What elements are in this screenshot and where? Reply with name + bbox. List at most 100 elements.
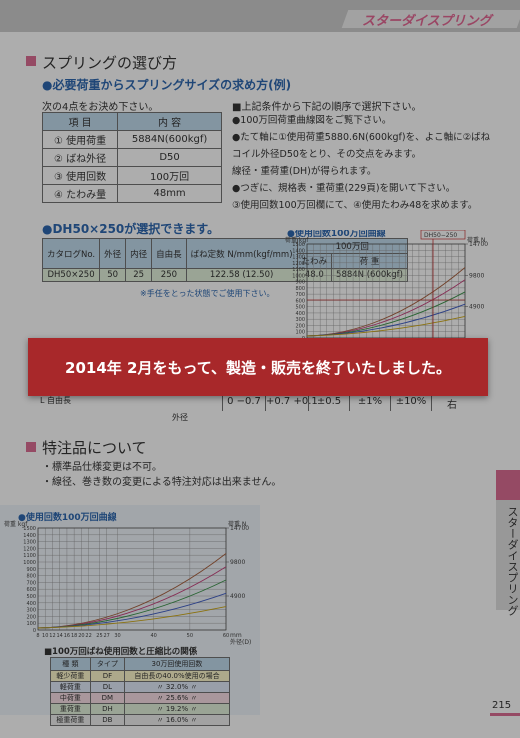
y-tick-label: 1500 [23,526,36,532]
header-cell: ばね定数 N/mm(kgf/mm) [185,238,298,269]
header-cell: タイプ [89,657,125,671]
chart-title: ●使用回数100万回曲線 [287,230,386,239]
line: ・標準品仕様変更は不可。 [42,462,162,473]
curve [37,606,227,629]
y-label: 荷重 kgf [285,236,309,244]
y-tick-label: 700 [295,292,305,298]
header-cell: 外径 [99,238,127,269]
callout-box [420,230,466,240]
table3-title: ■100万回ばね使用回数と圧縮比の関係 [44,647,198,657]
y2-label: 荷重 N [467,236,485,244]
tol-cell: ±10% [390,396,431,411]
brand: スターダイスプリング [362,14,492,29]
y-tick-label: 1400 [23,533,36,539]
steps: ●100万回荷重曲線図をご覧下さい。 ●たて軸に①使用荷重5880.6N(600k… [232,112,490,214]
x-tick-label: 60 [223,633,229,639]
step: コイル外径D50をとり、その交点をみます。 [232,149,422,160]
cell: 25 [125,268,153,282]
y-tick-label: 700 [26,580,36,586]
callout: DH50−250 [424,232,457,239]
tol-cell: 0 −0.7 [222,396,265,411]
intro: 次の4点をお決め下さい。 [42,102,159,113]
y2-tick-label: 9800 [469,272,484,279]
curve [306,315,466,337]
section-marker [26,56,36,66]
step: 線径・重荷重(DH)が得られます。 [232,166,377,177]
x-tick-label: 50 [187,633,193,639]
x-tick-label: 30 [114,633,120,639]
y-tick-label: 1000 [23,560,36,566]
row: ③ 使用回数 100万回 [41,166,222,185]
cell: 〃 16.0% 〃 [123,714,231,726]
side-tab: スターダイスプリング [496,500,520,616]
subtitle: ●必要荷重からスプリングサイズの求め方(例) [42,78,292,92]
y-tick-label: 1000 [292,273,305,279]
row: 軽少荷重 DF 自由長の40.0%使用の場合 [50,670,231,682]
y-tick-label: 600 [26,587,36,593]
tolerance-row: 0 −0.7 +0.7 +0.1 ±0.5 ±1% ±10% 右 [222,396,472,411]
cell: ④ たわみ量 [41,184,119,203]
y2-tick-label: 4900 [230,593,245,600]
y2-tick-label: 14700 [469,241,488,248]
note: ※手任をとった状態でご使用下さい。 [140,289,275,298]
y-tick-label: 600 [295,298,305,304]
x-tick-label: 22 [85,633,91,639]
cell: 122.58 (12.50) [185,268,298,282]
y-tick-label: 400 [26,601,36,607]
section-title: スプリングの選び方 [42,54,178,72]
x-label: 外径(D) [230,638,251,646]
header-cell: カタログNo. [41,238,101,269]
x-tick-label: 18 [71,633,77,639]
x-tick-label: 10 [42,633,48,639]
row: 軽荷重 DL 〃 32.0% 〃 [50,681,231,693]
header-cell: 自由長 [151,238,187,269]
header-cell: 内 容 [117,112,222,131]
x-label: mm [230,632,242,639]
header-cell: 100万回 [296,238,408,254]
line: ・線径、巻き数の変更による特注対応は出来ません。 [42,477,282,488]
steps-title: ■上記条件から下記の順序で選択下さい。 [232,102,422,113]
step: ●たて軸に①使用荷重5880.6N(600kgf)を、よこ軸に②ばね [232,132,491,143]
header-cell: 内径 [125,238,153,269]
discontinued-banner: 2014年 2月をもって、製造・販売を終了いたしました。 [28,338,488,396]
tol-cell: 右 [431,396,472,411]
section-marker [26,442,36,452]
x-tick-label: 40 [151,633,157,639]
y-tick-label: 1400 [292,248,305,254]
x-tick-label: 12 [49,633,55,639]
tol-label: 外径 [172,413,188,422]
y-tick-label: 500 [295,305,305,311]
cell: DH50×250 [41,268,101,282]
page-number: 215 [492,700,512,711]
x-tick-label: 16 [64,633,70,639]
row: DH50×250 50 25 250 122.58 (12.50) 48.0 5884N (… [41,268,408,282]
y-tick-label: 1200 [23,546,36,552]
y2-tick-label: 14700 [230,525,249,532]
x-tick-label: 20 [78,633,84,639]
y-tick-label: 1200 [292,261,305,267]
tol-cell: ±1% [349,396,390,411]
y-tick-label: 200 [295,323,305,329]
plot-frame [37,527,227,631]
y-tick-label: 1300 [292,255,305,261]
header-cell: 種 類 [50,657,91,671]
ratio-table: 種 類タイプ 30万回使用回数 軽少荷重 DF 自由長の40.0%使用の場合 軽荷重 DL 〃… [50,657,231,726]
spec-table: カタログNo. 外径 内径 自由長 ばね定数 N/mm(kgf/mm) 100万回 たわみ荷… [41,238,408,282]
header-row: たわみ荷 重 [43,253,408,269]
chart-title: ●使用回数100万回曲線 [18,512,117,523]
row: 極重荷重 DB 〃 16.0% 〃 [50,714,231,726]
step: ●つぎに、規格表・重荷重(229頁)を開いて下さい。 [232,183,456,194]
y-tick-label: 200 [26,614,36,620]
y-tick-label: 1300 [23,540,36,546]
y-tick-label: 900 [295,280,305,286]
x-tick-label: 8 [36,633,39,639]
header-row: カタログNo. 外径 内径 自由長 ばね定数 N/mm(kgf/mm) 100万回 [41,238,408,269]
tol-cell: +0.7 +0.1 [265,396,318,411]
row: ④ たわみ量 48mm [41,184,222,203]
cell: 48mm [117,184,222,203]
y2-tick-label: 9800 [230,559,245,566]
x-tick-label: 25 [96,633,102,639]
y-tick-label: 1500 [292,242,305,248]
